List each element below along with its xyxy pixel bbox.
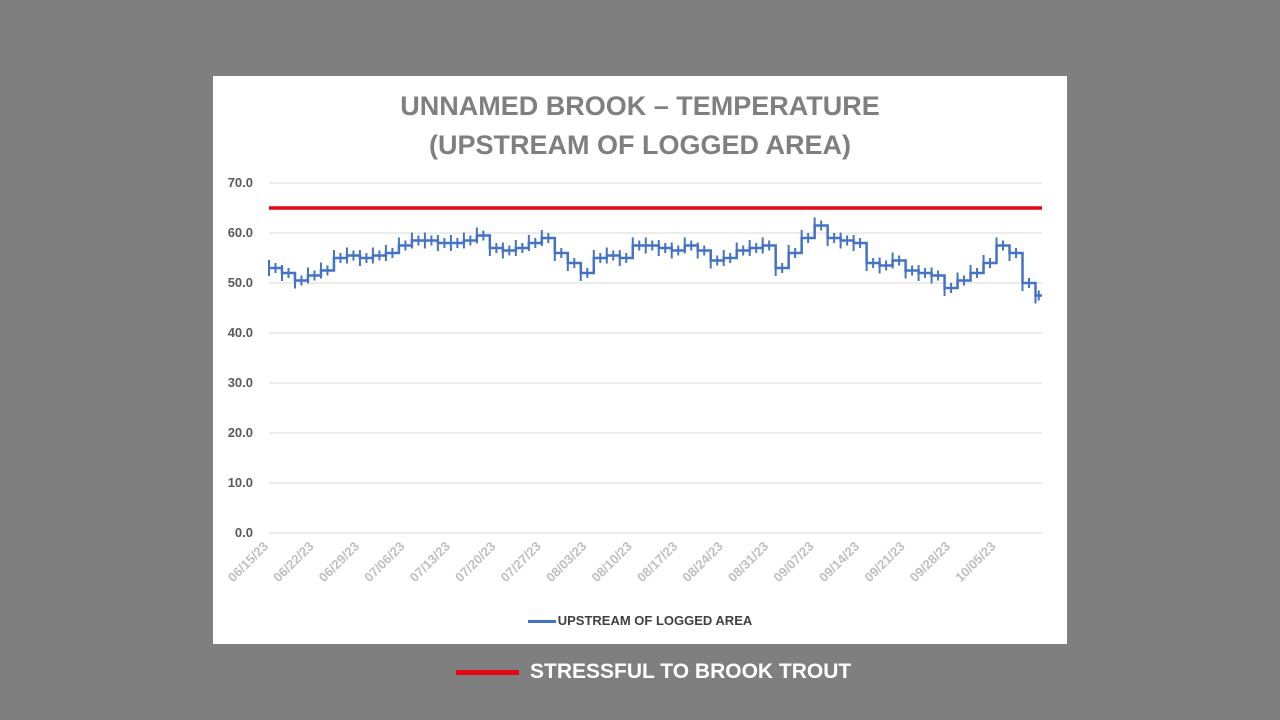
chart-plot: 0.010.020.030.040.050.060.070.006/15/23 0… xyxy=(225,175,1042,585)
x-tick-label: 08/10/23 xyxy=(588,539,634,585)
x-tick-label: 08/03/23 xyxy=(543,539,589,585)
y-tick-label: 0.0 xyxy=(235,525,253,540)
x-tick-label: 09/14/23 xyxy=(816,539,862,585)
x-tick-label: 07/27/23 xyxy=(498,539,544,585)
x-tick-label: 10/05/23 xyxy=(952,539,998,585)
y-tick-label: 20.0 xyxy=(228,425,253,440)
reference-legend-label: STRESSFUL TO BROOK TROUT xyxy=(530,660,852,683)
x-tick-label: 06/22/23 xyxy=(270,539,316,585)
x-tick-label: 09/21/23 xyxy=(861,539,907,585)
y-tick-label: 30.0 xyxy=(228,375,253,390)
x-tick-label: 06/15/23 xyxy=(225,539,271,585)
x-tick-label: 07/13/23 xyxy=(407,539,453,585)
x-tick-label: 07/06/23 xyxy=(361,539,407,585)
chart-legend: UPSTREAM OF LOGGED AREA xyxy=(213,613,1067,628)
chart-title-line-1: UNNAMED BROOK – TEMPERATURE xyxy=(400,91,880,121)
x-tick-label: 09/28/23 xyxy=(907,539,953,585)
legend-series-label: UPSTREAM OF LOGGED AREA xyxy=(557,613,753,628)
y-tick-label: 40.0 xyxy=(228,325,253,340)
y-tick-label: 10.0 xyxy=(228,475,253,490)
x-tick-label: 08/31/23 xyxy=(725,539,771,585)
series-line xyxy=(269,224,1042,297)
x-tick-label: 08/17/23 xyxy=(634,539,680,585)
y-tick-label: 50.0 xyxy=(228,275,253,290)
legend-series-swatch xyxy=(527,620,556,624)
y-tick-label: 70.0 xyxy=(228,175,253,190)
reference-legend-swatch xyxy=(456,669,519,675)
chart-title-line-2: (UPSTREAM OF LOGGED AREA) xyxy=(429,130,851,160)
x-tick-label: 09/07/23 xyxy=(770,539,816,585)
x-tick-label: 07/20/23 xyxy=(452,539,498,585)
x-tick-label: 08/24/23 xyxy=(679,539,725,585)
reference-legend: STRESSFUL TO BROOK TROUT xyxy=(456,657,851,687)
chart-panel: UNNAMED BROOK – TEMPERATURE (UPSTREAM OF… xyxy=(213,76,1067,644)
x-tick-label: 06/29/23 xyxy=(316,539,362,585)
y-tick-label: 60.0 xyxy=(228,225,253,240)
